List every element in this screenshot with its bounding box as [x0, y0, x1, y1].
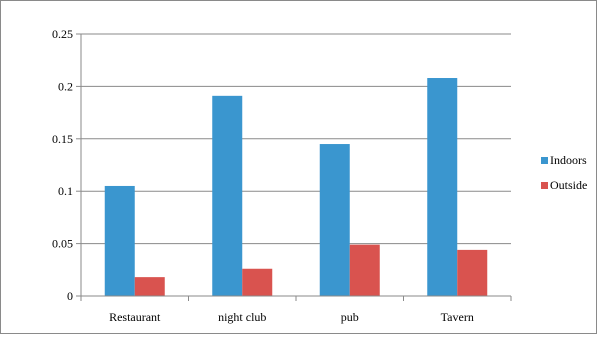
- bar-indoors-tavern: [427, 78, 458, 297]
- x-tick-label: pub: [341, 310, 359, 324]
- legend: Indoors Outside: [541, 153, 587, 192]
- legend-swatch-outside: [541, 182, 548, 189]
- y-tick-label: 0: [67, 289, 73, 303]
- bar-indoors-pub: [319, 144, 350, 296]
- x-tick-label: Tavern: [441, 310, 474, 324]
- y-tick-label: 0.15: [52, 132, 73, 146]
- y-axis: 0 0.05 0.1 0.15 0.2 0.25: [52, 27, 82, 303]
- bar-indoors-night-club: [212, 95, 243, 296]
- x-tick-label: night club: [218, 310, 266, 324]
- bars: [104, 78, 488, 297]
- y-tick-label: 0.25: [52, 27, 73, 41]
- y-tick-label: 0.2: [58, 79, 73, 93]
- legend-label-outside: Outside: [550, 178, 587, 192]
- bar-indoors-restaurant: [104, 185, 135, 296]
- bar-outside-pub: [349, 244, 380, 296]
- x-axis: Restaurant night club pub Tavern: [80, 295, 512, 324]
- y-tick-label: 0.05: [52, 237, 73, 251]
- bar-outside-tavern: [457, 249, 488, 296]
- legend-label-indoors: Indoors: [550, 153, 587, 167]
- bar-outside-restaurant: [134, 277, 165, 296]
- y-tick-label: 0.1: [58, 184, 73, 198]
- x-tick-label: Restaurant: [109, 310, 161, 324]
- legend-swatch-indoors: [541, 157, 548, 164]
- bar-outside-night-club: [242, 268, 273, 296]
- bar-chart: 0 0.05 0.1 0.15 0.2 0.25 Restaurant night club…: [52, 27, 587, 324]
